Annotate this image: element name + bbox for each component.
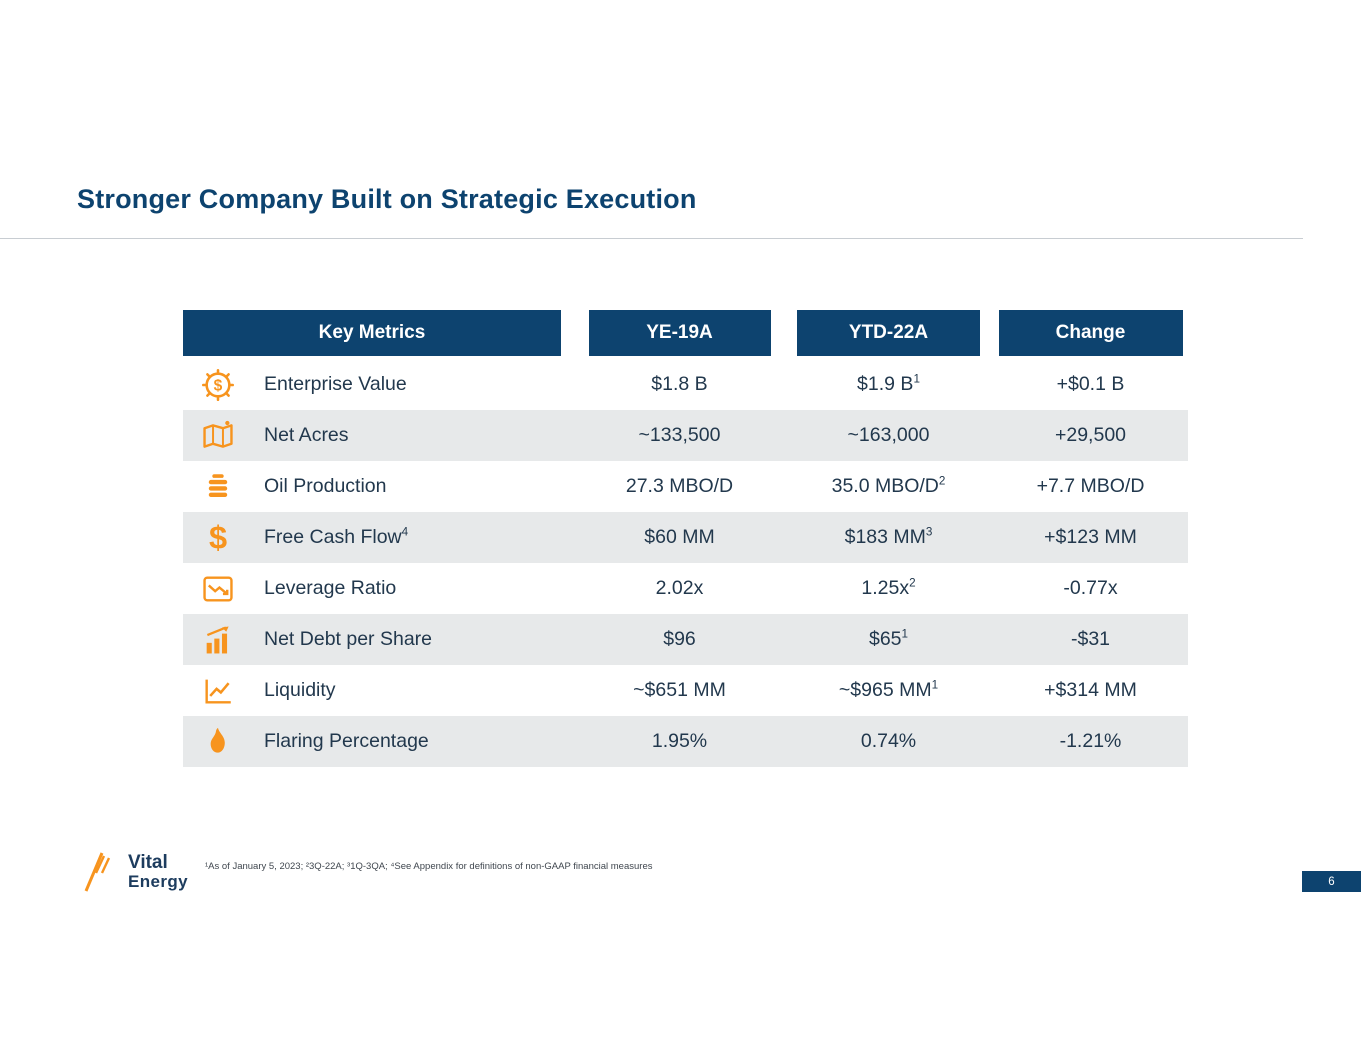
value-ye-19a: $60 MM — [644, 526, 715, 548]
metric-label: Leverage Ratio — [264, 577, 397, 599]
key-metrics-table: Key Metrics YE-19A YTD-22A Change Enterp… — [183, 310, 1188, 767]
value-change: +7.7 MBO/D — [1036, 475, 1145, 497]
metric-label: Enterprise Value — [264, 373, 407, 395]
logo-line2: Energy — [128, 872, 189, 892]
title-divider — [0, 238, 1303, 239]
metric-label: Net Acres — [264, 424, 349, 446]
table-row: Enterprise Value $1.8 B $1.9 B1 +$0.1 B — [183, 359, 1188, 410]
badge-dollar-icon — [199, 366, 237, 404]
metric-cell: Net Debt per Share — [183, 621, 575, 659]
header-ytd-22a: YTD-22A — [797, 310, 980, 356]
value-ytd-22a: 1.25x2 — [861, 576, 916, 599]
oil-barrel-icon — [199, 468, 237, 506]
metric-cell: Free Cash Flow4 — [183, 519, 575, 557]
vital-energy-logo: Vital Energy — [78, 851, 188, 893]
value-ytd-22a: $183 MM3 — [844, 525, 933, 548]
value-change: -1.21% — [1059, 730, 1122, 752]
value-ye-19a: $96 — [663, 628, 696, 650]
table-row: Free Cash Flow4 $60 MM $183 MM3 +$123 MM — [183, 512, 1188, 563]
page-title: Stronger Company Built on Strategic Exec… — [77, 184, 697, 214]
line-chart-icon — [199, 672, 237, 710]
value-ye-19a: 2.02x — [655, 577, 704, 599]
value-change: +$314 MM — [1044, 679, 1137, 701]
table-row: Net Debt per Share $96 $651 -$31 — [183, 614, 1188, 665]
value-change: -0.77x — [1063, 577, 1118, 599]
value-change: +29,500 — [1054, 424, 1127, 446]
flame-icon — [199, 723, 237, 761]
metric-cell: Liquidity — [183, 672, 575, 710]
value-ytd-22a: ~163,000 — [847, 424, 930, 446]
logo-line1: Vital — [128, 852, 168, 874]
value-ytd-22a: ~$965 MM1 — [838, 678, 939, 701]
value-ytd-22a: 35.0 MBO/D2 — [831, 474, 946, 497]
value-ytd-22a: $651 — [868, 627, 909, 650]
value-ye-19a: 1.95% — [651, 730, 708, 752]
bar-chart-icon — [199, 621, 237, 659]
map-icon — [199, 417, 237, 455]
logo-text: Vital Energy — [128, 853, 188, 891]
metric-label: Flaring Percentage — [264, 730, 429, 752]
metric-cell: Oil Production — [183, 468, 575, 506]
value-change: -$31 — [1070, 628, 1111, 650]
logo-mark-icon — [84, 852, 111, 892]
metric-cell: Leverage Ratio — [183, 570, 575, 608]
footnote: ¹As of January 5, 2023; ²3Q-22A; ³1Q-3QA… — [205, 861, 653, 872]
value-ye-19a: ~$651 MM — [633, 679, 726, 701]
metrics-table-body: Enterprise Value $1.8 B $1.9 B1 +$0.1 B … — [183, 359, 1188, 767]
table-row: Net Acres ~133,500 ~163,000 +29,500 — [183, 410, 1188, 461]
table-row: Flaring Percentage 1.95% 0.74% -1.21% — [183, 716, 1188, 767]
value-ye-19a: $1.8 B — [651, 373, 708, 395]
metric-label: Net Debt per Share — [264, 628, 433, 650]
table-header-row: Key Metrics YE-19A YTD-22A Change — [183, 310, 1188, 356]
metric-label: Free Cash Flow4 — [264, 525, 409, 548]
table-row: Liquidity ~$651 MM ~$965 MM1 +$314 MM — [183, 665, 1188, 716]
value-change: +$123 MM — [1044, 526, 1137, 548]
metric-label: Liquidity — [264, 679, 336, 701]
table-row: Oil Production 27.3 MBO/D 35.0 MBO/D2 +7… — [183, 461, 1188, 512]
metric-cell: Enterprise Value — [183, 366, 575, 404]
metric-label: Oil Production — [264, 475, 387, 497]
value-ytd-22a: 0.74% — [860, 730, 917, 752]
metric-cell: Flaring Percentage — [183, 723, 575, 761]
value-ye-19a: 27.3 MBO/D — [625, 475, 734, 497]
value-ytd-22a: $1.9 B1 — [857, 372, 920, 395]
table-row: Leverage Ratio 2.02x 1.25x2 -0.77x — [183, 563, 1188, 614]
header-ye-19a: YE-19A — [588, 310, 771, 356]
header-key-metrics: Key Metrics — [183, 310, 561, 356]
header-change: Change — [998, 310, 1183, 356]
chart-down-icon — [199, 570, 237, 608]
value-ye-19a: ~133,500 — [638, 424, 721, 446]
value-change: +$0.1 B — [1056, 373, 1125, 395]
metric-cell: Net Acres — [183, 417, 575, 455]
page-number-badge: 6 — [1302, 871, 1361, 892]
dollar-icon — [199, 519, 237, 557]
